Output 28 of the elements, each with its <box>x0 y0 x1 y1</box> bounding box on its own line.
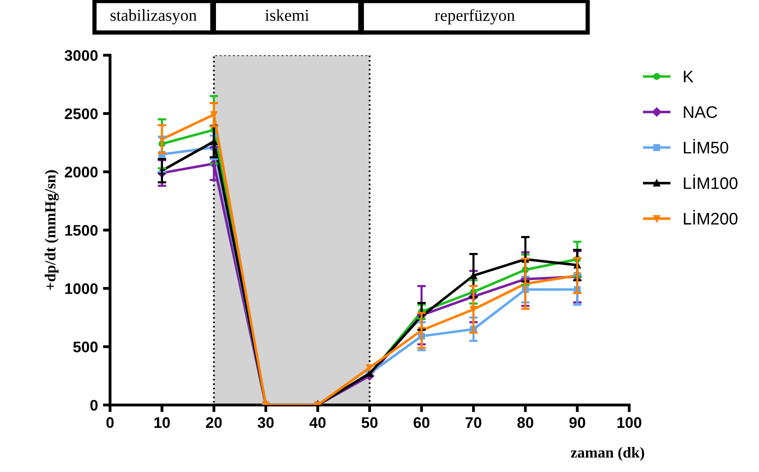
legend-label: LİM200 <box>684 210 738 225</box>
x-tick-label: 70 <box>466 417 482 428</box>
x-tick-label: 60 <box>414 417 430 428</box>
y-axis-title: +dp/dt (mmHg/sn) <box>44 170 59 290</box>
y-tick-label: 1500 <box>65 224 98 236</box>
y-tick-label: 2000 <box>64 166 98 178</box>
legend-label: NAC <box>684 106 718 118</box>
text: iskemi <box>265 9 309 21</box>
y-tick-label: 3000 <box>64 50 98 61</box>
x-tick-label: 10 <box>154 417 170 428</box>
x-tick-label: 50 <box>362 417 378 428</box>
y-tick-label: 1000 <box>65 283 98 294</box>
x-tick-label: 100 <box>617 417 642 428</box>
x-tick-label: 80 <box>517 417 534 428</box>
x-tick-label: 40 <box>309 417 326 428</box>
text: stabilizasyon <box>110 9 197 24</box>
y-tick-label: 0 <box>90 400 98 411</box>
y-tick-label: 500 <box>73 342 98 352</box>
x-tick-label: 90 <box>569 417 586 428</box>
legend-label: K <box>684 70 694 82</box>
x-tick-label: 0 <box>106 417 114 428</box>
text: reperfüzyon <box>434 9 515 24</box>
x-tick-label: 30 <box>258 417 274 428</box>
x-axis-title: zaman (dk) <box>570 446 644 461</box>
legend-label: LİM100 <box>684 174 738 190</box>
y-tick-label: 2500 <box>64 108 98 120</box>
x-tick-label: 20 <box>206 417 222 428</box>
legend-label: LİM50 <box>684 138 728 154</box>
